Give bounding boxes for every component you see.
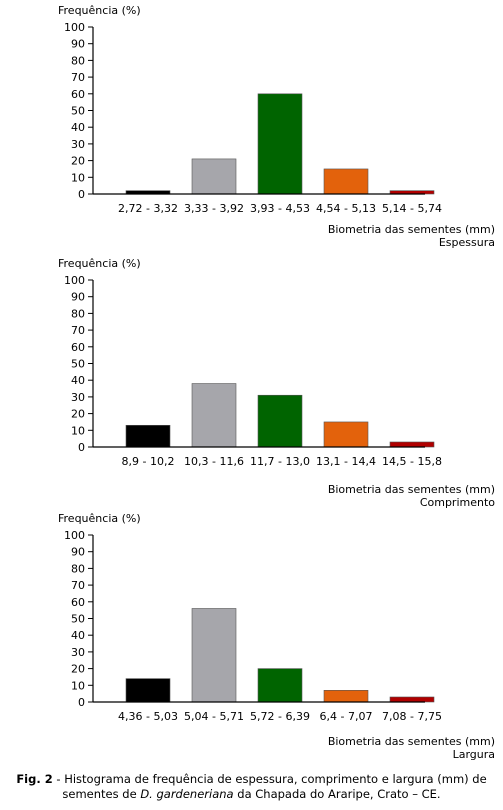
x-tick-label: 8,9 - 10,2 (122, 455, 175, 468)
y-tick-label: 60 (71, 341, 85, 354)
y-tick-label: 60 (71, 88, 85, 101)
x-axis-title: Biometria das sementes (mm) Comprimento (328, 483, 495, 509)
chart-svg: 0 10 20 30 40 50 60 70 80 90 100 8,9 - 10,2 10,3 - 1… (64, 274, 442, 468)
y-tick-label: 10 (71, 424, 85, 437)
x-tick-label: 5,04 - 5,71 (184, 710, 244, 723)
y-tick-label: 0 (78, 188, 85, 201)
y-tick-label: 0 (78, 696, 85, 709)
bar (323, 421, 369, 448)
y-tick-label: 90 (71, 546, 85, 559)
y-tick-label: 80 (71, 307, 85, 320)
y-tick-label: 10 (71, 171, 85, 184)
x-tick-label: 10,3 - 11,6 (184, 455, 244, 468)
x-tick-label: 3,33 - 3,92 (184, 202, 244, 215)
y-tick-label: 90 (71, 38, 85, 51)
figure-caption: Fig. 2 - Histograma de frequência de esp… (0, 772, 503, 802)
species-name: D. gardeneriana (140, 787, 234, 801)
x-axis-label: Biometria das sementes (mm) (327, 483, 495, 496)
y-tick-label: 100 (64, 21, 85, 34)
y-axis-title: Frequência (%) (58, 512, 141, 525)
chart-largura: Frequência (%) 0 10 20 30 40 50 60 70 80 90 100 4,3… (0, 508, 503, 761)
x-tick-label: 2,72 - 3,32 (118, 202, 178, 215)
chart-svg: 0 10 20 30 40 50 60 70 80 90 100 2,72 - 3,32 3,33 - … (64, 21, 442, 215)
x-axis-label: Biometria das sementes (mm) (327, 223, 495, 236)
bar (191, 608, 237, 703)
chart-subtitle: Largura (452, 748, 495, 761)
y-tick-label: 70 (71, 579, 85, 592)
y-tick-label: 10 (71, 679, 85, 692)
x-tick-label: 11,7 - 13,0 (250, 455, 310, 468)
caption-text: - Histograma de frequência de espessura,… (52, 772, 487, 801)
x-tick-label: 4,36 - 5,03 (118, 710, 178, 723)
y-tick-label: 70 (71, 71, 85, 84)
y-tick-label: 100 (64, 529, 85, 542)
y-tick-label: 50 (71, 105, 85, 118)
bar (125, 678, 171, 703)
bar (389, 696, 435, 703)
caption-text-end: da Chapada do Araripe, Crato – CE. (233, 787, 441, 801)
y-tick-label: 20 (71, 663, 85, 676)
chart-svg: 0 10 20 30 40 50 60 70 80 90 100 4,36 - 5,03 5,04 - … (64, 529, 442, 723)
y-tick-label: 30 (71, 646, 85, 659)
y-tick-label: 30 (71, 138, 85, 151)
x-tick-label: 5,14 - 5,74 (382, 202, 442, 215)
x-tick-label: 13,1 - 14,4 (316, 455, 376, 468)
bar (323, 690, 369, 703)
y-tick-label: 40 (71, 121, 85, 134)
bar (191, 158, 237, 195)
bar (257, 668, 303, 703)
y-tick-label: 0 (78, 441, 85, 454)
x-tick-label: 7,08 - 7,75 (382, 710, 442, 723)
bar (191, 383, 237, 448)
x-tick-label: 4,54 - 5,13 (316, 202, 376, 215)
y-tick-label: 20 (71, 408, 85, 421)
bar (257, 93, 303, 195)
x-axis-title: Biometria das sementes (mm) Espessura (328, 223, 495, 249)
y-tick-label: 90 (71, 291, 85, 304)
figure-label: Fig. 2 (16, 772, 53, 786)
y-tick-label: 100 (64, 274, 85, 287)
y-tick-label: 20 (71, 155, 85, 168)
bar (323, 168, 369, 195)
bar (389, 441, 435, 448)
bar (257, 394, 303, 448)
y-tick-label: 60 (71, 596, 85, 609)
y-axis-title: Frequência (%) (58, 4, 141, 17)
y-axis-title: Frequência (%) (58, 257, 141, 270)
chart-comprimento: Frequência (%) 0 10 20 30 40 50 60 70 80 90 100 8,9… (0, 253, 503, 509)
x-axis-title: Biometria das sementes (mm) Largura (328, 735, 495, 761)
y-tick-label: 30 (71, 391, 85, 404)
y-tick-label: 80 (71, 562, 85, 575)
x-tick-label: 3,93 - 4,53 (250, 202, 310, 215)
chart-subtitle: Espessura (438, 236, 495, 249)
chart-espessura: Frequência (%) 0 10 20 30 40 50 60 70 80 90 100 2,7… (0, 0, 503, 252)
y-tick-label: 70 (71, 324, 85, 337)
y-tick-label: 40 (71, 374, 85, 387)
chart-subtitle: Comprimento (419, 496, 495, 509)
y-tick-label: 50 (71, 358, 85, 371)
x-tick-label: 5,72 - 6,39 (250, 710, 310, 723)
y-tick-label: 50 (71, 613, 85, 626)
bar (125, 424, 171, 448)
y-tick-label: 80 (71, 54, 85, 67)
x-axis-label: Biometria das sementes (mm) (327, 735, 495, 748)
x-tick-label: 14,5 - 15,8 (382, 455, 442, 468)
x-tick-label: 6,4 - 7,07 (320, 710, 373, 723)
y-tick-label: 40 (71, 629, 85, 642)
